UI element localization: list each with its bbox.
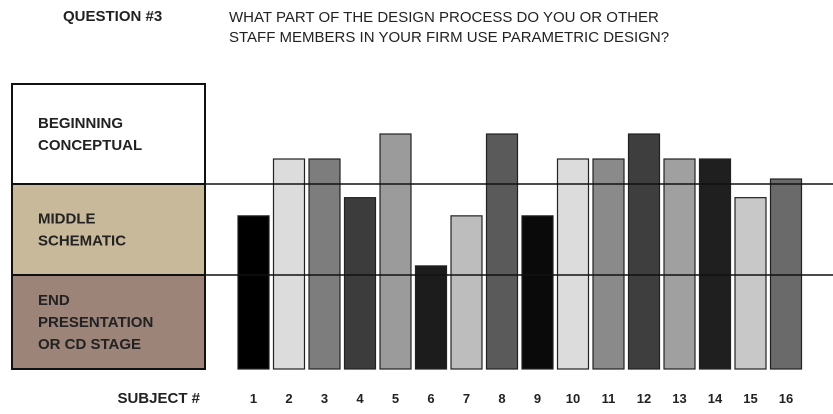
bars [237, 133, 803, 370]
x-tick-3: 3 [321, 391, 328, 406]
bar-subject-1 [237, 215, 270, 370]
stage-label-0-1: PRESENTATION [38, 314, 153, 331]
bar-subject-16 [769, 178, 803, 370]
stage-legend: END PRESENTATION OR CD STAGE MIDDLE SCHEMATI… [11, 83, 206, 370]
x-tick-15: 15 [743, 391, 757, 406]
bar-subject-3 [308, 158, 341, 370]
bar-subject-9 [521, 215, 554, 370]
x-tick-12: 12 [637, 391, 651, 406]
bar-subject-7 [450, 215, 483, 370]
bar-subject-4 [343, 197, 377, 370]
stage-label-0-2: OR CD STAGE [38, 336, 141, 353]
bar-subject-12 [627, 133, 661, 370]
x-axis-label: SUBJECT # [117, 390, 200, 407]
x-tick-8: 8 [498, 391, 505, 406]
x-tick-16: 16 [779, 391, 793, 406]
bar-subject-5 [379, 133, 412, 370]
bar-subject-15 [734, 197, 767, 370]
question-text: WHAT PART OF THE DESIGN PROCESS DO YOU O… [229, 9, 670, 46]
x-axis-ticks: 1 2 3 4 5 6 7 8 9 10 11 12 13 14 15 16 [250, 391, 793, 406]
x-tick-2: 2 [285, 391, 292, 406]
bar-subject-6 [414, 265, 448, 370]
x-tick-10: 10 [566, 391, 580, 406]
bar-subject-14 [698, 158, 732, 370]
stage-label-2-1: CONCEPTUAL [38, 137, 142, 154]
stage-box-0 [11, 274, 206, 370]
stage-label-1-0: MIDDLE [38, 211, 96, 228]
x-tick-9: 9 [534, 391, 541, 406]
stage-label-0-0: END [38, 292, 70, 309]
stage-box-1 [11, 183, 206, 276]
x-tick-6: 6 [427, 391, 434, 406]
x-tick-1: 1 [250, 391, 257, 406]
stage-label-2-0: BEGINNING [38, 115, 123, 132]
bar-subject-2 [272, 158, 306, 370]
x-tick-4: 4 [356, 391, 364, 406]
bar-subject-10 [556, 158, 590, 370]
x-tick-13: 13 [672, 391, 686, 406]
question-number: QUESTION #3 [63, 8, 163, 25]
bar-subject-11 [592, 158, 625, 370]
stage-label-1-1: SCHEMATIC [38, 233, 126, 250]
x-tick-14: 14 [708, 391, 723, 406]
stage-box-2 [11, 83, 206, 185]
bar-subject-8 [485, 133, 519, 370]
bar-subject-13 [663, 158, 696, 370]
x-tick-5: 5 [392, 391, 399, 406]
x-tick-11: 11 [602, 391, 616, 406]
x-tick-7: 7 [463, 391, 470, 406]
stage-divider-lines [12, 183, 833, 276]
